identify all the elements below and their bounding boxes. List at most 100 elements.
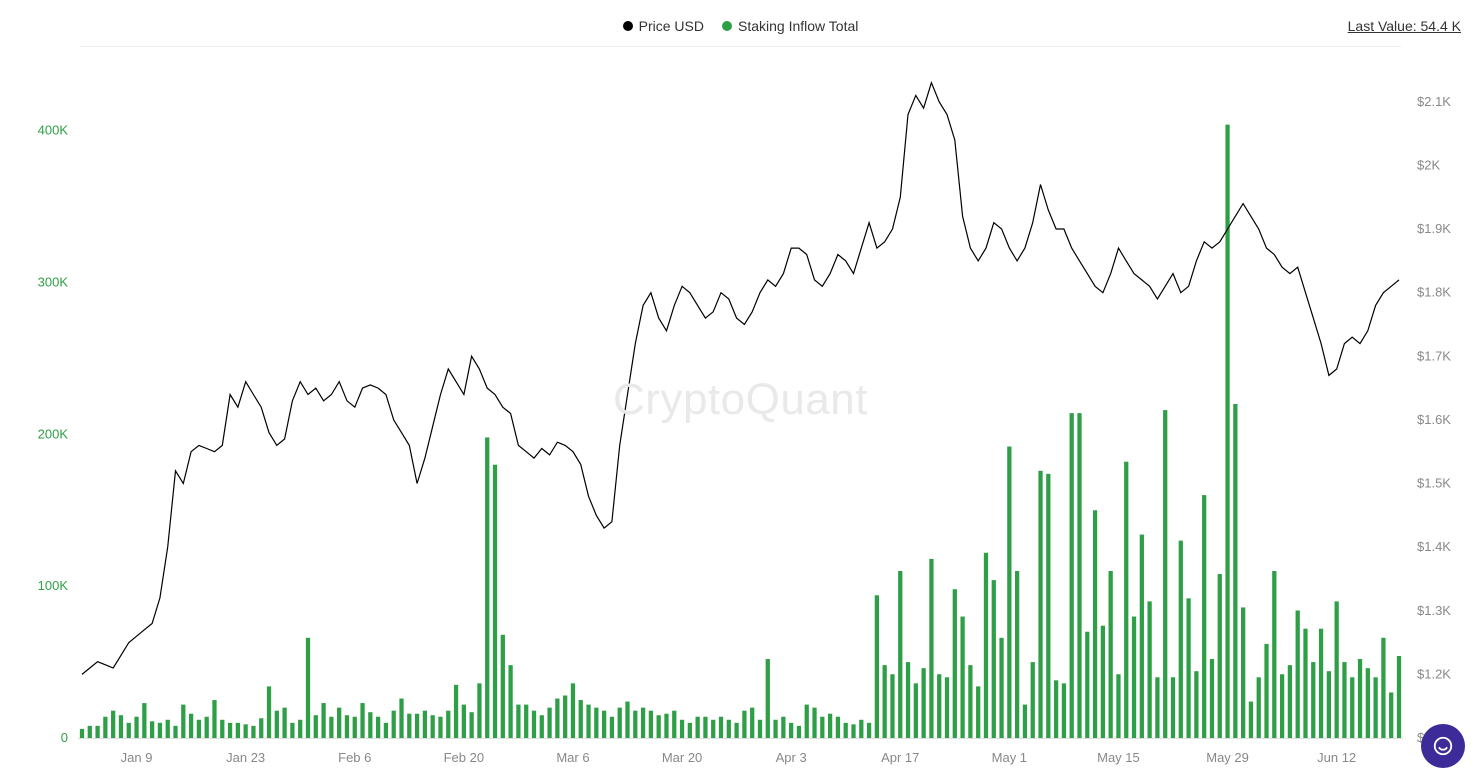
bar[interactable] [657, 715, 661, 738]
bar[interactable] [1155, 677, 1159, 738]
bar[interactable] [579, 700, 583, 738]
last-value-label[interactable]: Last Value: 54.4 K [1348, 18, 1461, 34]
bar[interactable] [641, 708, 645, 738]
bar[interactable] [984, 553, 988, 738]
bar[interactable] [1054, 680, 1058, 738]
bar[interactable] [555, 699, 559, 738]
bar[interactable] [805, 705, 809, 738]
bar[interactable] [828, 714, 832, 738]
bar[interactable] [446, 711, 450, 738]
bar[interactable] [1350, 677, 1354, 738]
bar[interactable] [758, 720, 762, 738]
bar[interactable] [719, 717, 723, 738]
bar[interactable] [1311, 662, 1315, 738]
bar[interactable] [103, 717, 107, 738]
bar[interactable] [189, 714, 193, 738]
bar[interactable] [80, 729, 84, 738]
bar[interactable] [1249, 702, 1253, 738]
bar[interactable] [158, 723, 162, 738]
bar[interactable] [742, 711, 746, 738]
bar[interactable] [1116, 674, 1120, 738]
bar[interactable] [1264, 644, 1268, 738]
bar[interactable] [353, 717, 357, 738]
bar[interactable] [360, 703, 364, 738]
bar[interactable] [547, 708, 551, 738]
bar[interactable] [1023, 705, 1027, 738]
bar[interactable] [1233, 404, 1237, 738]
bar[interactable] [1093, 510, 1097, 738]
bar[interactable] [1109, 571, 1113, 738]
bar[interactable] [945, 677, 949, 738]
bar[interactable] [1358, 659, 1362, 738]
bar[interactable] [228, 723, 232, 738]
bar[interactable] [914, 683, 918, 738]
bar[interactable] [119, 715, 123, 738]
bar[interactable] [1257, 677, 1261, 738]
bar[interactable] [633, 711, 637, 738]
bar[interactable] [820, 717, 824, 738]
bar[interactable] [898, 571, 902, 738]
bar[interactable] [1179, 541, 1183, 738]
bar[interactable] [594, 708, 598, 738]
bar[interactable] [368, 712, 372, 738]
bar[interactable] [812, 708, 816, 738]
legend-item-price[interactable]: Price USD [623, 18, 704, 34]
bar[interactable] [1194, 671, 1198, 738]
bar[interactable] [890, 674, 894, 738]
bar[interactable] [111, 711, 115, 738]
bar[interactable] [703, 717, 707, 738]
bar[interactable] [1124, 462, 1128, 738]
bar[interactable] [1210, 659, 1214, 738]
bar[interactable] [1085, 632, 1089, 738]
bar[interactable] [493, 465, 497, 738]
bar[interactable] [999, 638, 1003, 738]
bar[interactable] [1327, 671, 1331, 738]
bar[interactable] [181, 705, 185, 738]
bar[interactable] [236, 723, 240, 738]
bar[interactable] [516, 705, 520, 738]
bar[interactable] [649, 711, 653, 738]
legend-item-staking[interactable]: Staking Inflow Total [722, 18, 858, 34]
bar[interactable] [1015, 571, 1019, 738]
bar[interactable] [1366, 668, 1370, 738]
bar[interactable] [524, 705, 528, 738]
bar[interactable] [1062, 683, 1066, 738]
bar[interactable] [1288, 665, 1292, 738]
bar[interactable] [1038, 471, 1042, 738]
bar[interactable] [532, 711, 536, 738]
bar[interactable] [859, 720, 863, 738]
bar[interactable] [1140, 535, 1144, 738]
bar[interactable] [953, 589, 957, 738]
bar[interactable] [142, 703, 146, 738]
bar[interactable] [1046, 474, 1050, 738]
bar[interactable] [797, 726, 801, 738]
bar[interactable] [992, 580, 996, 738]
bar[interactable] [968, 665, 972, 738]
bar[interactable] [844, 723, 848, 738]
bar[interactable] [571, 683, 575, 738]
bar[interactable] [1163, 410, 1167, 738]
bar[interactable] [150, 721, 154, 738]
bar[interactable] [501, 635, 505, 738]
bar[interactable] [1007, 447, 1011, 738]
bar[interactable] [672, 711, 676, 738]
bar[interactable] [680, 720, 684, 738]
bar[interactable] [431, 715, 435, 738]
bar[interactable] [1218, 574, 1222, 738]
bar[interactable] [781, 717, 785, 738]
bar[interactable] [329, 717, 333, 738]
bar[interactable] [664, 714, 668, 738]
bar[interactable] [750, 708, 754, 738]
bar[interactable] [1202, 495, 1206, 738]
bar[interactable] [1031, 662, 1035, 738]
bar[interactable] [470, 712, 474, 738]
bar[interactable] [337, 708, 341, 738]
bar[interactable] [454, 685, 458, 738]
bar[interactable] [267, 686, 271, 738]
bar[interactable] [134, 717, 138, 738]
bar[interactable] [734, 723, 738, 738]
bar[interactable] [1070, 413, 1074, 738]
bar[interactable] [789, 723, 793, 738]
bar[interactable] [602, 711, 606, 738]
bar[interactable] [197, 720, 201, 738]
